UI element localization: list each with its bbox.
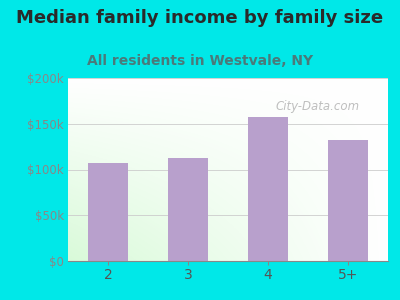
Bar — [248, 117, 288, 261]
Text: Median family income by family size: Median family income by family size — [16, 9, 384, 27]
Bar — [168, 158, 208, 261]
Bar — [88, 163, 128, 261]
Text: City-Data.com: City-Data.com — [276, 100, 360, 113]
Text: All residents in Westvale, NY: All residents in Westvale, NY — [87, 54, 313, 68]
Bar — [328, 140, 368, 261]
